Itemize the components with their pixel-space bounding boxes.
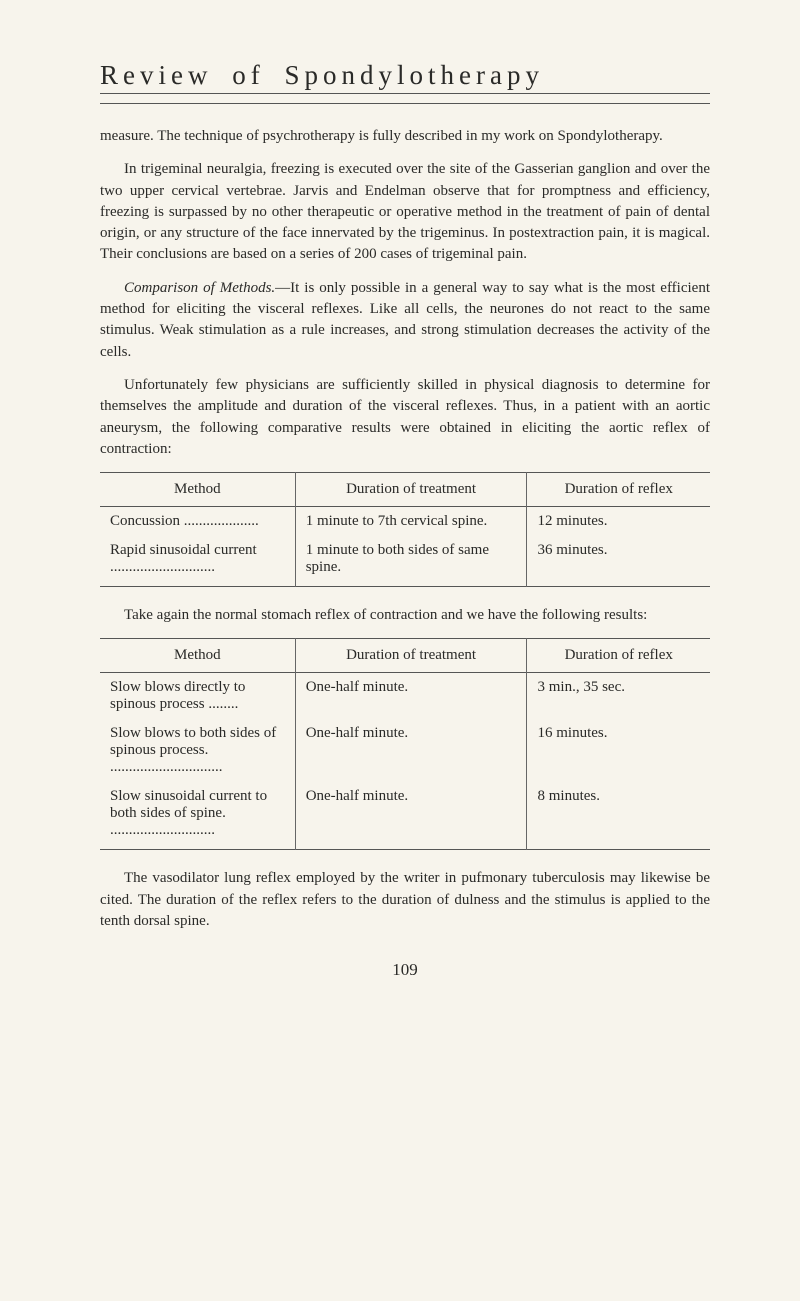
cell-reflex: 16 minutes.: [527, 719, 710, 782]
cell-reflex: 36 minutes.: [527, 536, 710, 587]
cell-method: Slow blows to both sides of spinous proc…: [100, 719, 295, 782]
title-underline: [100, 100, 710, 104]
paragraph-2: In trigeminal neuralgia, freezing is exe…: [100, 159, 710, 265]
table-row: Slow blows to both sides of spinous proc…: [100, 719, 710, 782]
col-header-method: Method: [100, 473, 295, 507]
col-header-treatment: Duration of treatment: [295, 639, 527, 673]
cell-method: Slow blows directly to spinous process .…: [100, 673, 295, 720]
paragraph-3: Comparison of Methods.—It is only possib…: [100, 278, 710, 363]
cell-method: Slow sinusoidal current to both sides of…: [100, 782, 295, 850]
col-header-method: Method: [100, 639, 295, 673]
table-stomach-reflex: Method Duration of treatment Duration of…: [100, 638, 710, 850]
paragraph-1: measure. The technique of psychrotherapy…: [100, 126, 710, 147]
table-aortic-reflex: Method Duration of treatment Duration of…: [100, 472, 710, 587]
paragraph-4: Unfortunately few physicians are suffici…: [100, 375, 710, 460]
cell-method: Concussion ....................: [100, 507, 295, 537]
table-row: Slow blows directly to spinous process .…: [100, 673, 710, 720]
table-header-row: Method Duration of treatment Duration of…: [100, 639, 710, 673]
paragraph-5: Take again the normal stomach reflex of …: [100, 605, 710, 626]
cell-reflex: 12 minutes.: [527, 507, 710, 537]
table-row: Concussion .................... 1 minute…: [100, 507, 710, 537]
cell-treatment: 1 minute to both sides of same spine.: [295, 536, 527, 587]
col-header-reflex: Duration of reflex: [527, 639, 710, 673]
table-header-row: Method Duration of treatment Duration of…: [100, 473, 710, 507]
page-title: Review of Spondylotherapy: [100, 60, 710, 94]
cell-reflex: 3 min., 35 sec.: [527, 673, 710, 720]
cell-reflex: 8 minutes.: [527, 782, 710, 850]
cell-treatment: One-half minute.: [295, 673, 527, 720]
paragraph-3-lead: Comparison of Methods.: [124, 280, 275, 296]
col-header-reflex: Duration of reflex: [527, 473, 710, 507]
col-header-treatment: Duration of treatment: [295, 473, 527, 507]
page-number: 109: [100, 960, 710, 980]
cell-method: Rapid sinusoidal current ...............…: [100, 536, 295, 587]
table-row: Slow sinusoidal current to both sides of…: [100, 782, 710, 850]
cell-treatment: 1 minute to 7th cervical spine.: [295, 507, 527, 537]
cell-treatment: One-half minute.: [295, 719, 527, 782]
paragraph-6: The vasodilator lung reflex employed by …: [100, 868, 710, 932]
table-row: Rapid sinusoidal current ...............…: [100, 536, 710, 587]
cell-treatment: One-half minute.: [295, 782, 527, 850]
page-container: Review of Spondylotherapy measure. The t…: [0, 0, 800, 1301]
